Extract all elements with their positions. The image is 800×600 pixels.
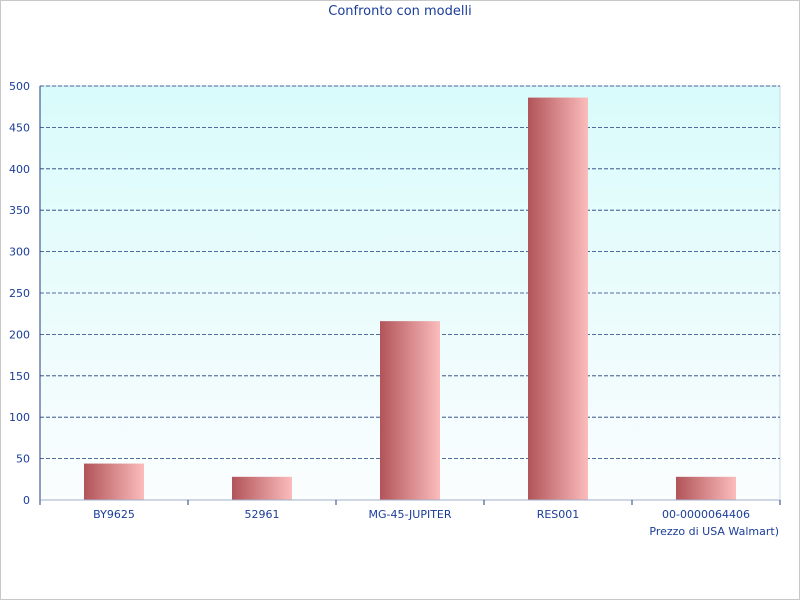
y-tick-label: 200 [9,328,30,341]
y-tick-label: 250 [9,287,30,300]
x-tick-label: BY9625 [93,508,135,521]
y-tick-label: 350 [9,204,30,217]
y-tick-label: 500 [9,80,30,93]
y-tick-label: 450 [9,121,30,134]
y-tick-label: 50 [16,453,30,466]
chart-title: Confronto con modelli [328,4,472,19]
bar [232,476,292,500]
bar [84,463,144,500]
y-tick-label: 300 [9,246,30,259]
x-tick-label: 52961 [245,508,280,521]
y-tick-label: 150 [9,370,30,383]
y-tick-label: 0 [23,494,30,507]
x-tick-label: MG-45-JUPITER [368,508,451,521]
bar [380,321,440,500]
bar [676,476,736,500]
x-tick-label: RES001 [537,508,580,521]
y-tick-label: 400 [9,163,30,176]
bar [528,97,588,500]
x-axis-label: Prezzo di USA Walmart) [649,525,779,538]
y-tick-label: 100 [9,411,30,424]
x-tick-label: 00-0000064406 [662,508,750,521]
